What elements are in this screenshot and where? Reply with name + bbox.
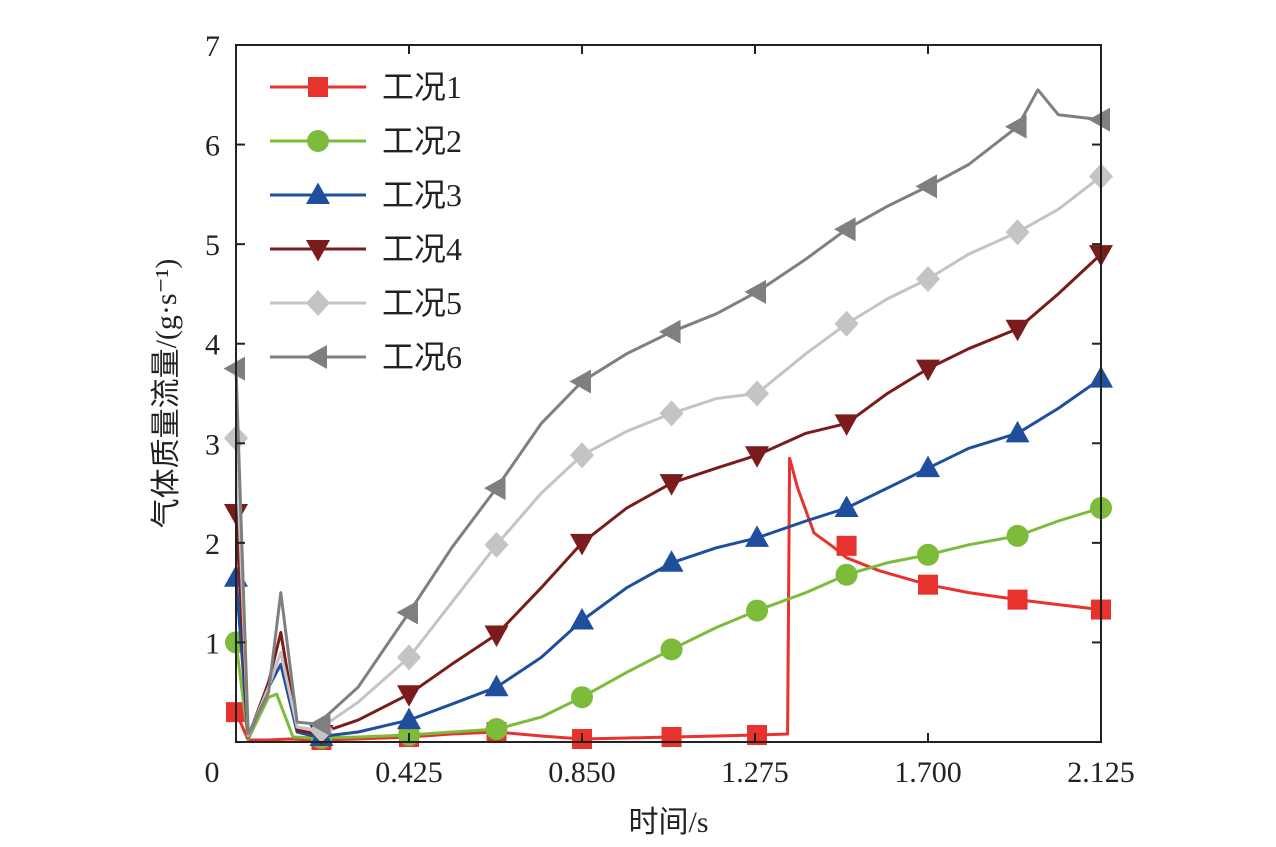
legend-entry-4: 工况4 <box>270 231 462 267</box>
plot-series <box>223 88 1113 751</box>
data-point-2-4 <box>485 718 508 741</box>
y-tick-label: 1 <box>205 627 220 660</box>
legend-label: 工况4 <box>382 231 462 267</box>
data-point-1-10 <box>1007 589 1028 610</box>
data-point-5-10 <box>1005 219 1030 246</box>
data-point-3-9 <box>916 455 940 478</box>
legend-label: 工况1 <box>382 69 462 105</box>
y-axis: 1 2 3 4 5 6 7 <box>205 30 1101 660</box>
data-point-5-4 <box>484 531 509 558</box>
legend-entry-1: 工况1 <box>270 69 462 105</box>
data-point-1-8 <box>836 535 857 556</box>
data-point-4-9 <box>916 359 940 382</box>
plot-frame <box>235 44 1102 743</box>
data-point-3-5 <box>570 608 594 630</box>
data-point-3-4 <box>484 674 509 697</box>
x-tick-label: 2.125 <box>1067 756 1135 789</box>
data-point-2-6 <box>660 638 683 661</box>
x-tick-label: 1.275 <box>721 756 789 789</box>
x-axis-title: 时间/s <box>628 806 708 839</box>
data-point-4-3 <box>397 685 421 707</box>
legend-entry-5: 工况5 <box>270 285 462 321</box>
data-point-1-7 <box>747 725 768 746</box>
legend-label: 工况2 <box>382 123 462 159</box>
y-tick-label: 4 <box>205 329 220 362</box>
series-line-6 <box>234 88 1102 736</box>
data-point-4-7 <box>745 446 770 468</box>
data-point-2-5 <box>571 686 593 709</box>
data-point-4-5 <box>570 533 594 556</box>
data-point-6-6 <box>659 319 681 344</box>
data-point-2-9 <box>917 543 939 566</box>
data-point-1-9 <box>918 574 938 595</box>
data-point-6-2 <box>308 712 331 737</box>
legend-entry-6: 工况6 <box>270 339 462 375</box>
y-tick-label: 3 <box>205 428 220 461</box>
y-tick-label: 2 <box>205 528 220 561</box>
data-point-6-9 <box>915 174 937 199</box>
data-point-6-8 <box>834 217 856 242</box>
data-point-5-6 <box>659 400 684 427</box>
legend-marker <box>306 182 330 204</box>
data-point-1-6 <box>661 727 682 748</box>
data-point-2-8 <box>835 563 858 586</box>
y-tick-label: 7 <box>205 30 220 63</box>
x-tick-label: 1.700 <box>894 756 962 789</box>
legend-marker <box>306 290 330 316</box>
data-point-4-8 <box>834 414 859 436</box>
series-line-1 <box>234 456 1102 742</box>
data-point-3-3 <box>397 707 421 730</box>
data-point-5-3 <box>397 644 421 671</box>
x-axis: 0 0.425 0.850 1.275 1.700 2.125 <box>205 45 1135 789</box>
data-point-4-6 <box>659 474 684 496</box>
data-point-3-6 <box>659 550 684 572</box>
data-point-3-10 <box>1005 420 1030 443</box>
legend-marker <box>308 77 328 97</box>
x-tick-label: 0.850 <box>548 756 616 789</box>
legend: 工况1 工况2 工况3 工况4 工况5 工况6 <box>270 69 462 375</box>
data-point-6-10 <box>1005 114 1027 139</box>
data-point-5-5 <box>570 442 594 469</box>
data-point-6-1 <box>223 356 245 381</box>
legend-label: 工况5 <box>382 285 462 321</box>
data-point-3-8 <box>834 495 859 518</box>
data-point-2-7 <box>746 599 769 622</box>
series-line-2 <box>234 506 1102 741</box>
legend-marker <box>305 345 327 369</box>
data-point-5-8 <box>834 310 859 337</box>
data-point-6-5 <box>569 369 591 394</box>
data-point-4-10 <box>1005 319 1030 342</box>
legend-marker <box>306 240 330 262</box>
legend-marker <box>307 130 329 152</box>
y-axis-title: 气体质量流量/(g·s⁻¹) <box>150 259 183 529</box>
x-tick-label: 0.425 <box>375 756 443 789</box>
y-tick-label: 6 <box>205 130 220 163</box>
series-6 <box>223 88 1110 737</box>
series-2 <box>225 497 1112 750</box>
x-tick-label: 0 <box>205 756 220 789</box>
series-4 <box>224 245 1113 747</box>
data-point-5-7 <box>745 380 770 407</box>
y-tick-label: 5 <box>205 229 220 262</box>
data-point-6-4 <box>484 476 506 501</box>
data-point-6-11 <box>1088 107 1110 132</box>
legend-entry-2: 工况2 <box>270 123 462 159</box>
data-point-3-7 <box>745 525 770 547</box>
legend-entry-3: 工况3 <box>270 177 462 213</box>
legend-label: 工况3 <box>382 177 462 213</box>
data-point-2-10 <box>1006 524 1029 547</box>
series-1 <box>226 456 1111 751</box>
data-point-6-7 <box>744 279 767 304</box>
data-point-6-3 <box>396 600 418 625</box>
data-point-5-9 <box>916 265 940 292</box>
legend-label: 工况6 <box>382 339 462 375</box>
data-point-4-4 <box>484 625 509 647</box>
